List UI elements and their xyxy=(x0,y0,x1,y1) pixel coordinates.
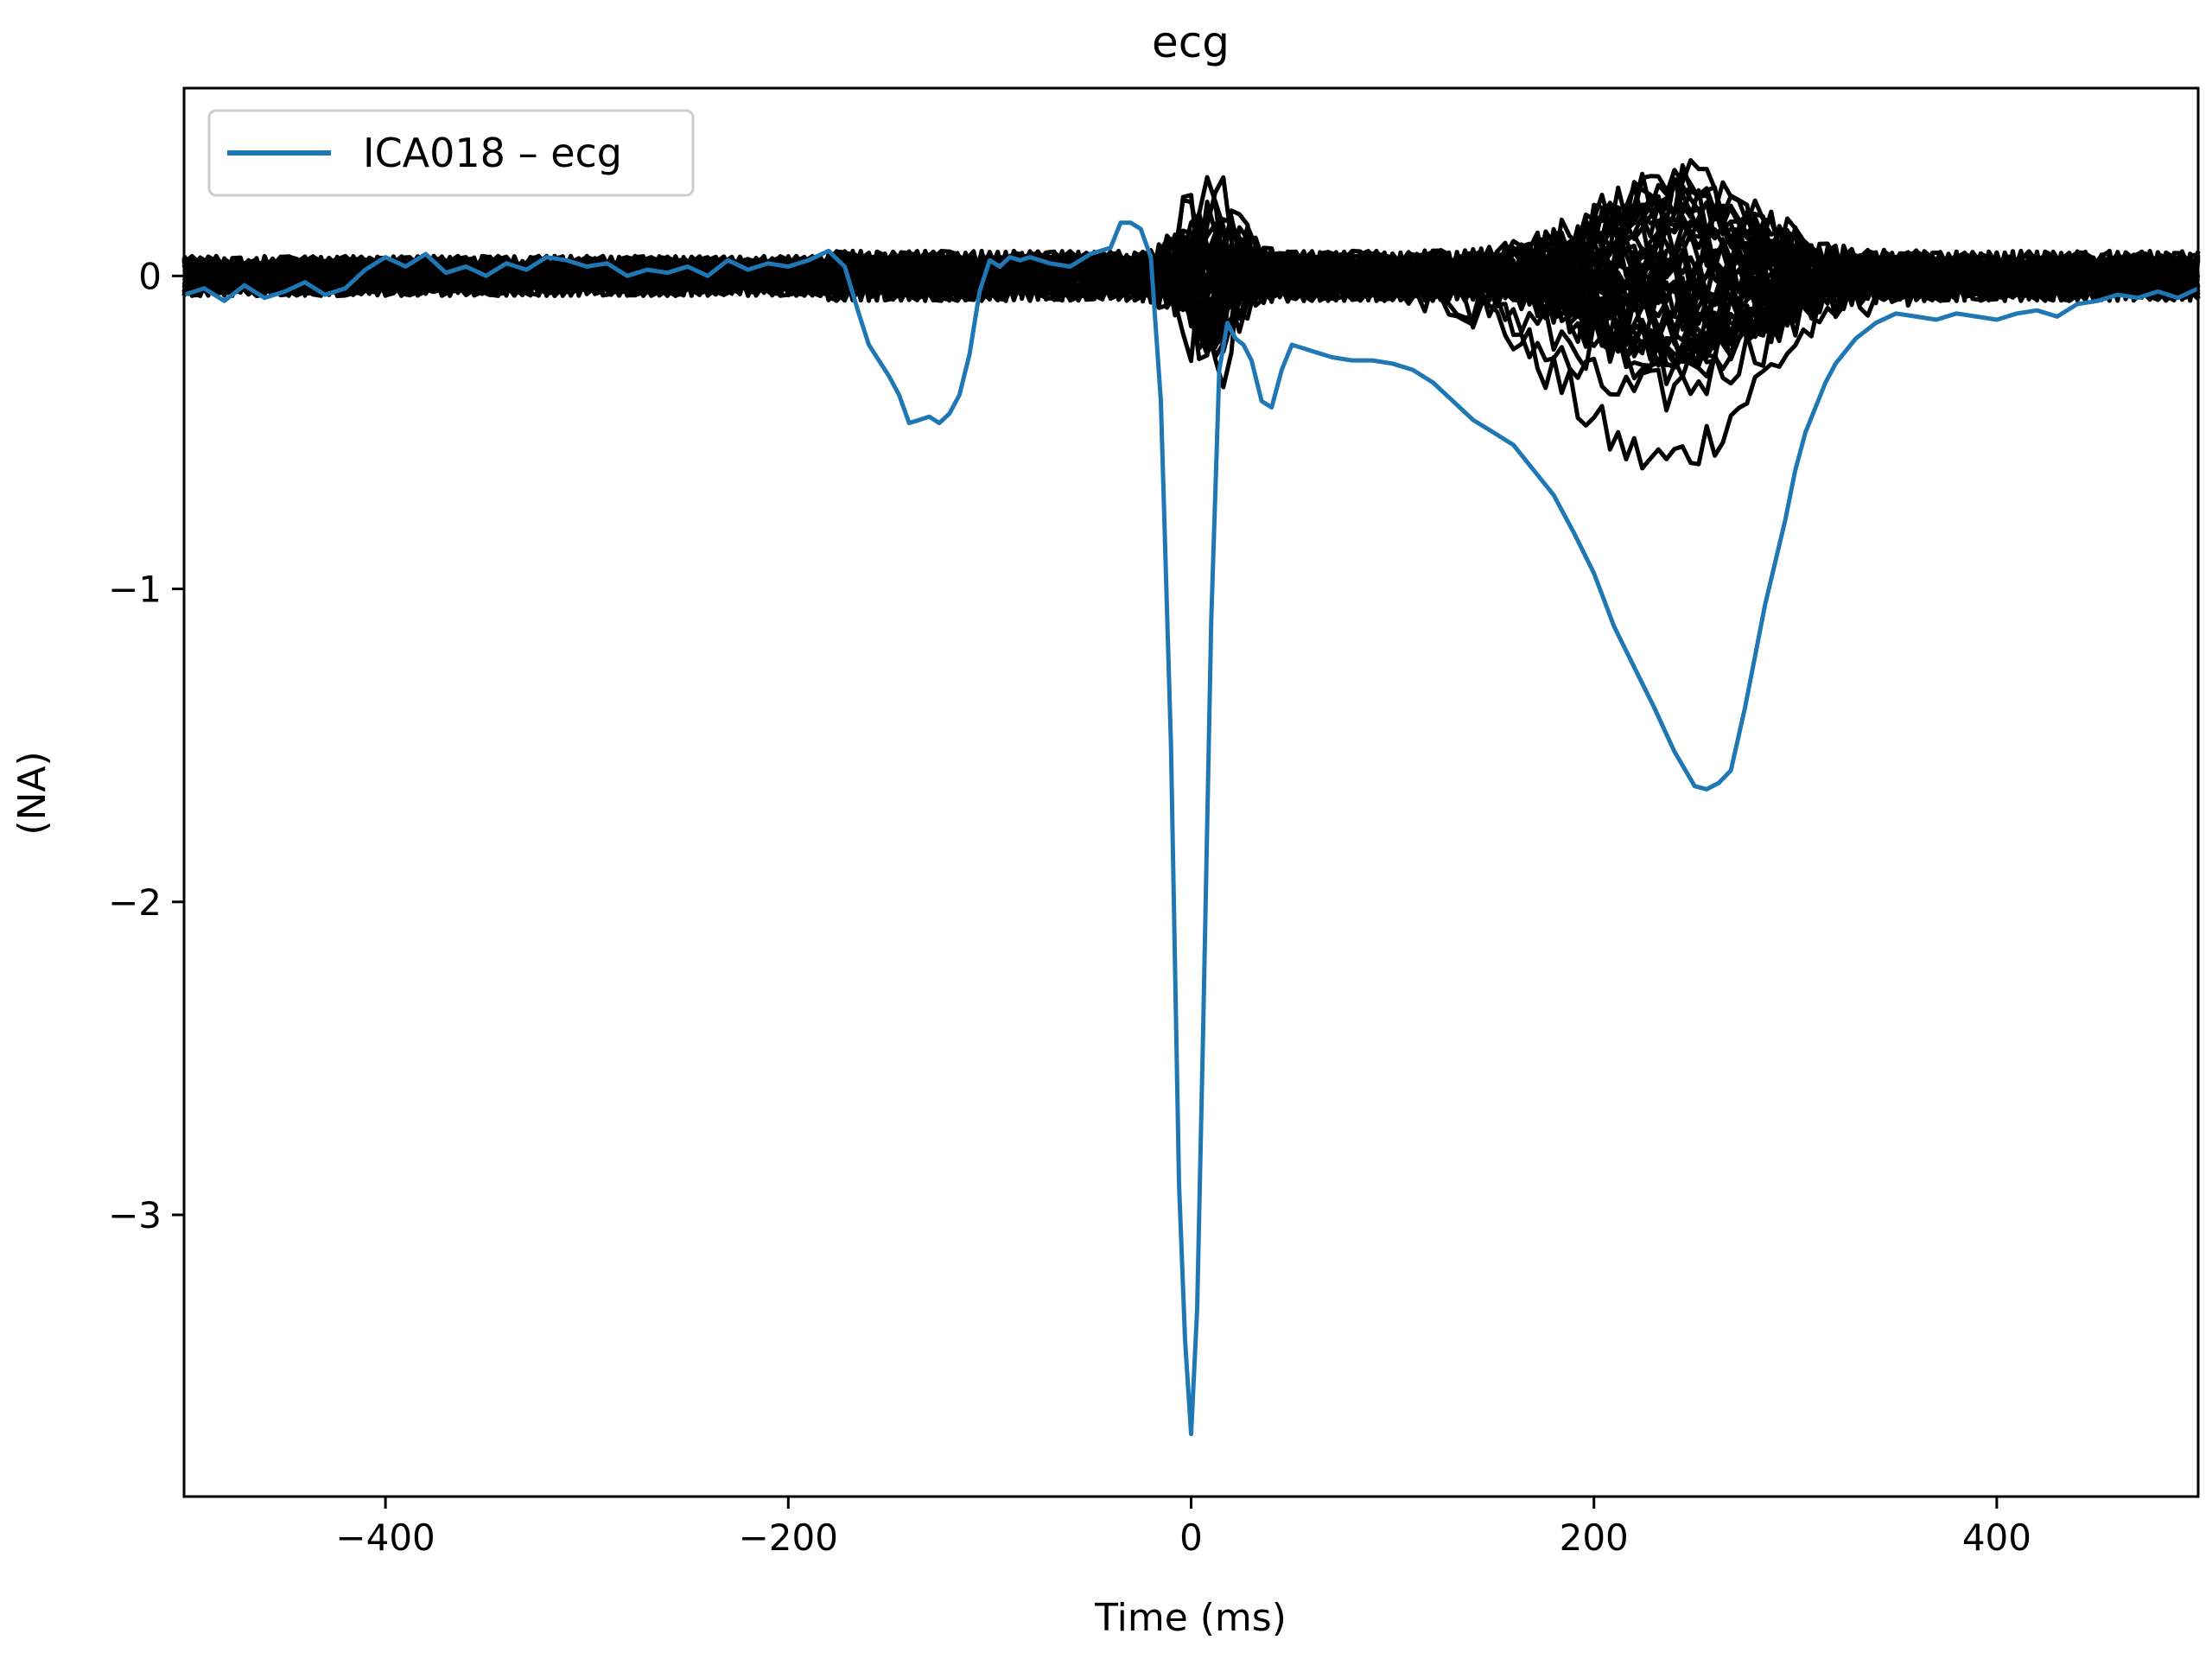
y-axis: 0 −1 −2 −3 xyxy=(108,255,184,1236)
background-trace xyxy=(181,221,2200,346)
series-line xyxy=(183,220,2200,1437)
x-tick-label: −400 xyxy=(335,1516,435,1559)
legend-box xyxy=(207,109,695,197)
chart-title: ecg xyxy=(1152,17,1230,67)
x-axis: −400 −200 0 200 400 xyxy=(335,1497,2031,1559)
x-tick-label: 0 xyxy=(1179,1516,1203,1559)
y-axis-label: (NA) xyxy=(10,751,54,835)
legend-label: ICA018 – ecg xyxy=(363,130,622,176)
x-tick-label: −200 xyxy=(739,1516,838,1559)
y-tick-label: 0 xyxy=(138,255,162,297)
legend: ICA018 – ecg xyxy=(207,109,695,197)
x-axis-label: Time (ms) xyxy=(1094,1596,1287,1640)
background-trace xyxy=(181,175,2199,364)
y-tick-label: −3 xyxy=(108,1194,162,1236)
x-tick-label: 400 xyxy=(1962,1516,2031,1559)
y-tick-label: −1 xyxy=(108,569,162,611)
y-tick-label: −2 xyxy=(108,881,162,924)
x-tick-label: 200 xyxy=(1560,1516,1629,1559)
series-ica018 xyxy=(183,220,2200,1437)
